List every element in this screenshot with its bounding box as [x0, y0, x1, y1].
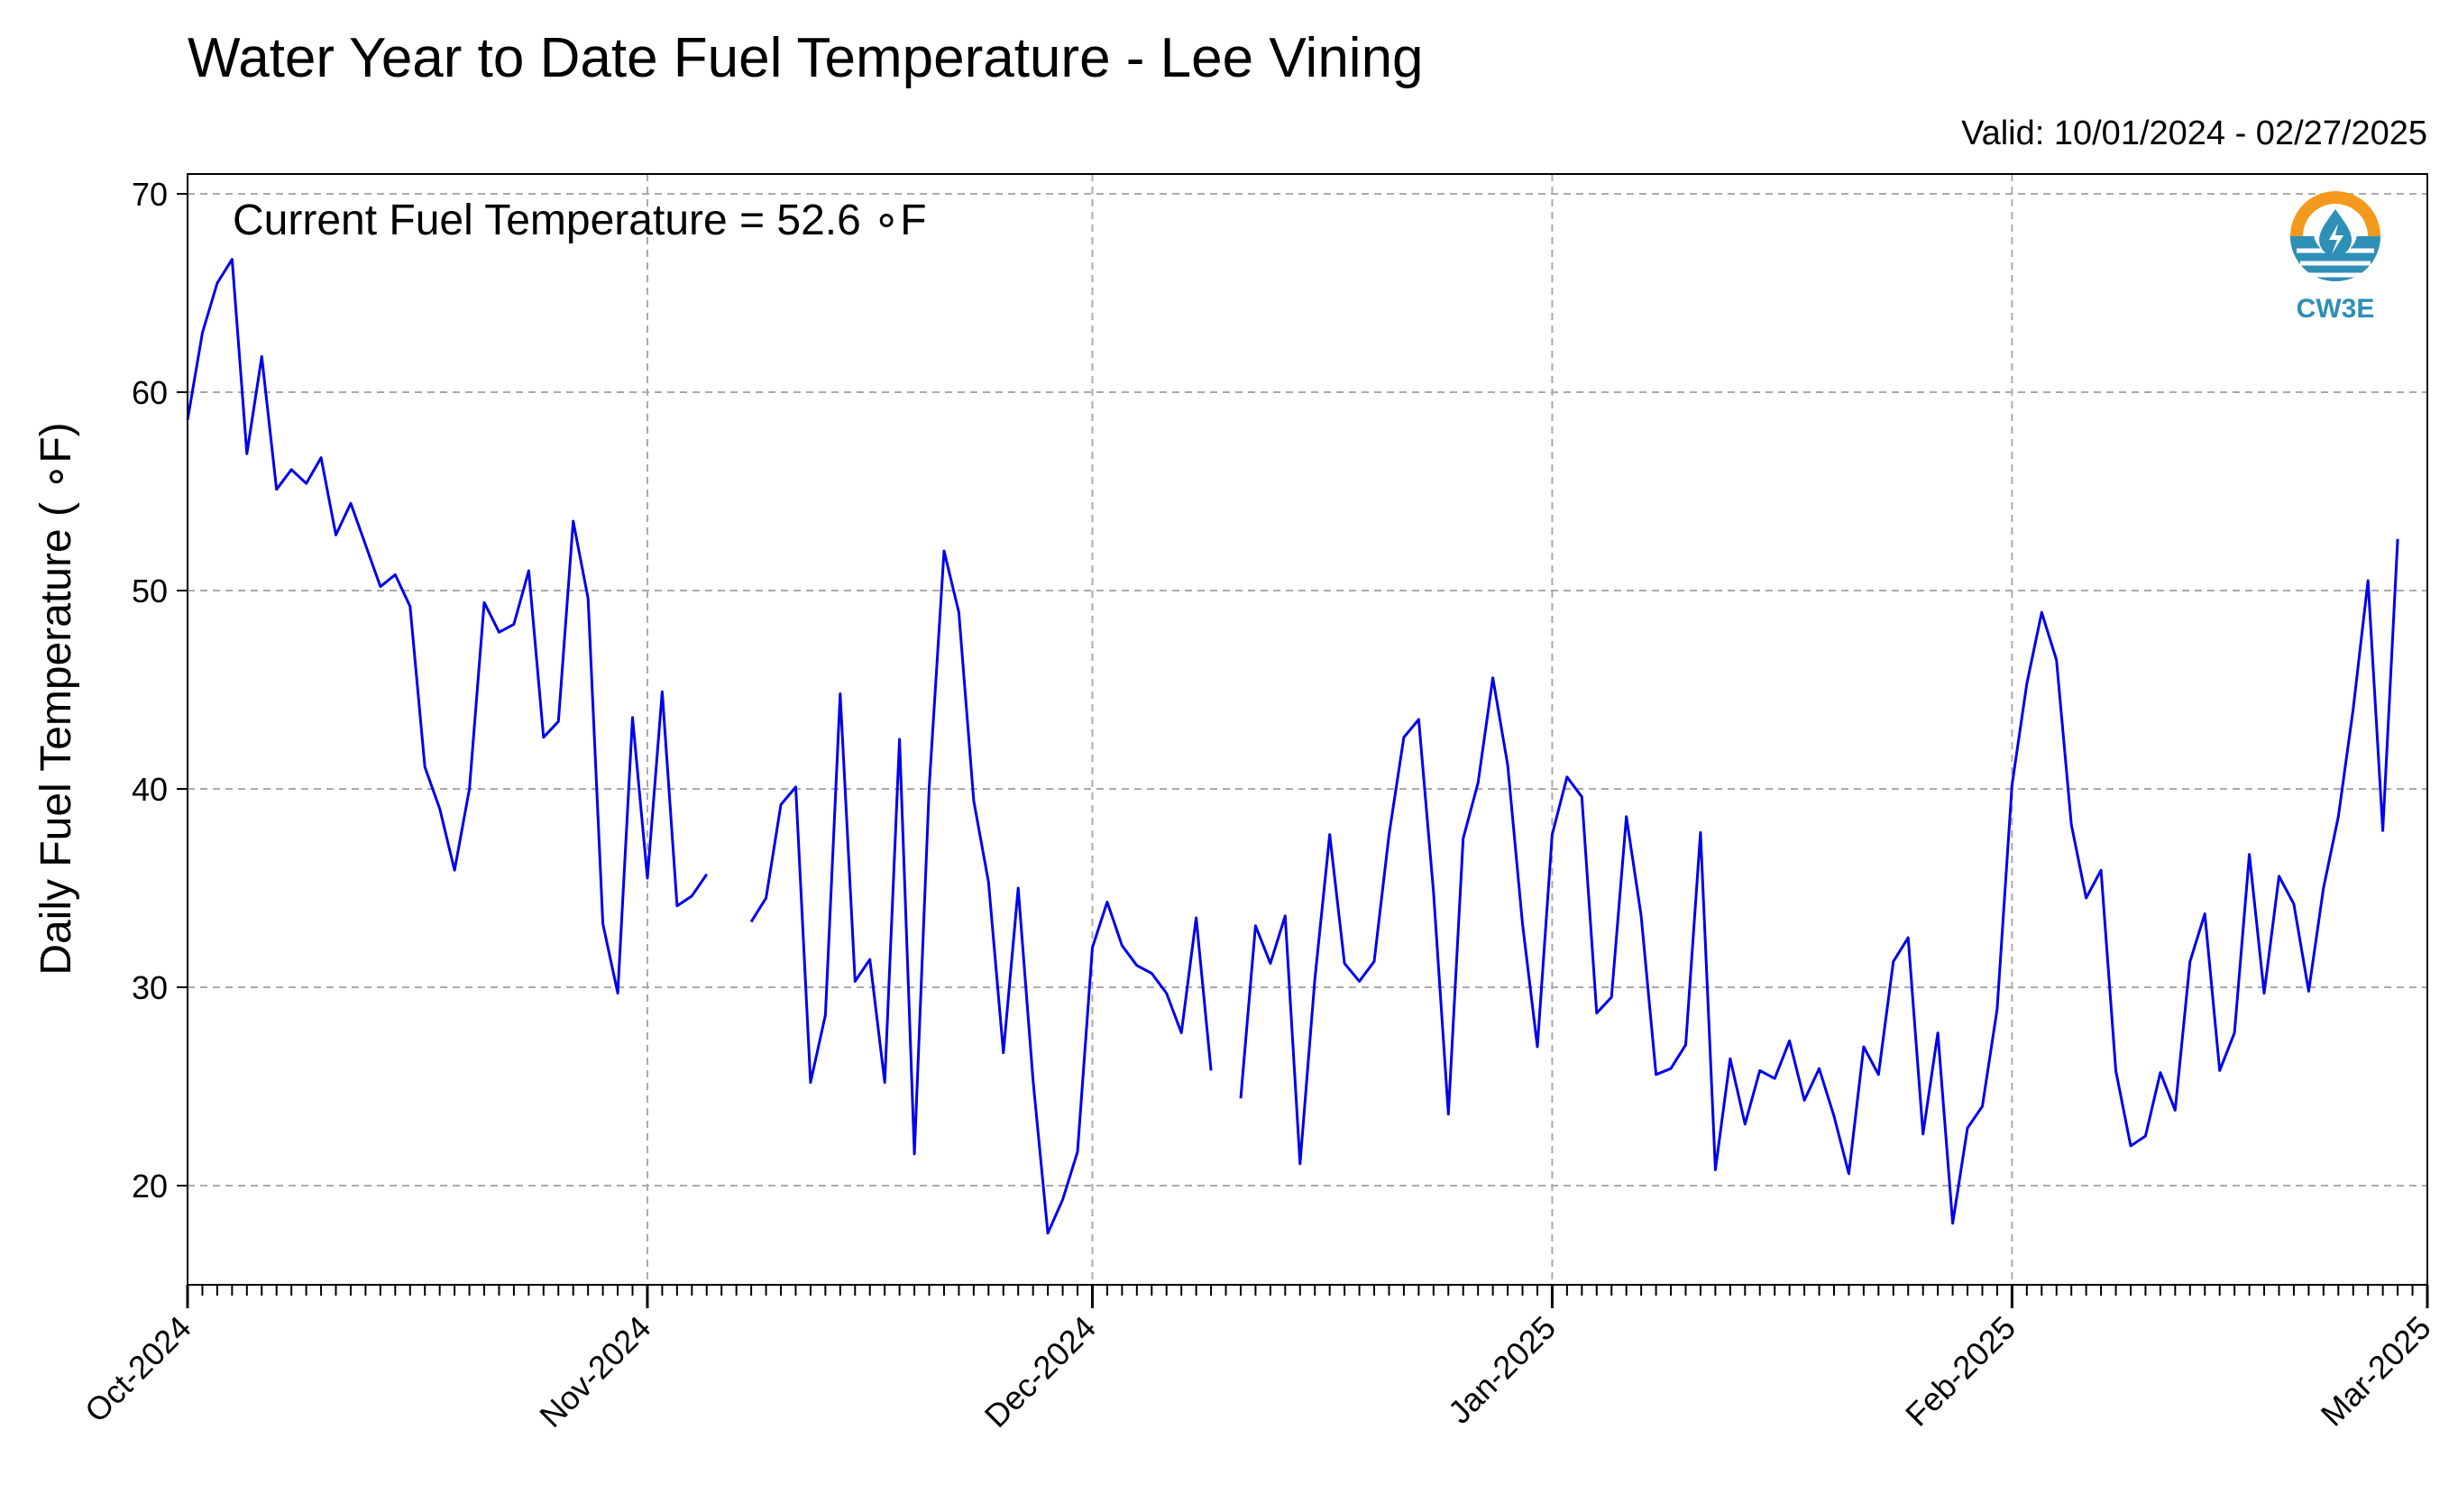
y-tick-label: 30	[132, 969, 168, 1006]
fuel-temperature-line	[186, 258, 2399, 1235]
x-axis: Oct-2024 Nov-2024 Dec-2024 Jan-2025 Feb-2025…	[78, 1285, 2438, 1434]
logo-label: CW3E	[2297, 294, 2375, 324]
y-axis-title: Daily Fuel Temperature ( ∘F)	[32, 422, 80, 975]
x-tick-label: Mar-2025	[2314, 1309, 2438, 1434]
y-tick-label: 60	[132, 374, 168, 411]
x-tick-label: Jan-2025	[1441, 1309, 1563, 1431]
y-tick-label: 40	[132, 771, 168, 808]
y-tick-label: 20	[132, 1168, 168, 1205]
y-axis: 20 30 40 50 60 70	[132, 176, 188, 1205]
series-line	[186, 258, 2399, 1235]
x-tick-label: Nov-2024	[532, 1309, 657, 1434]
x-tick-label: Oct-2024	[78, 1309, 198, 1430]
logo-water-icon	[2290, 236, 2380, 281]
chart-title: Water Year to Date Fuel Temperature - Le…	[188, 27, 1424, 89]
current-value-annotation: Current Fuel Temperature = 52.6 ∘F	[233, 197, 927, 244]
y-tick-label: 50	[132, 573, 168, 609]
y-tick-label: 70	[132, 176, 168, 213]
chart-subtitle: Valid: 10/01/2024 - 02/27/2025	[1961, 115, 2427, 152]
x-tick-label: Dec-2024	[977, 1309, 1103, 1434]
grid	[188, 174, 2427, 1285]
plot-frame	[187, 173, 2428, 1286]
x-tick-label: Feb-2025	[1898, 1309, 2022, 1434]
cw3e-logo: CW3E	[2290, 191, 2380, 324]
